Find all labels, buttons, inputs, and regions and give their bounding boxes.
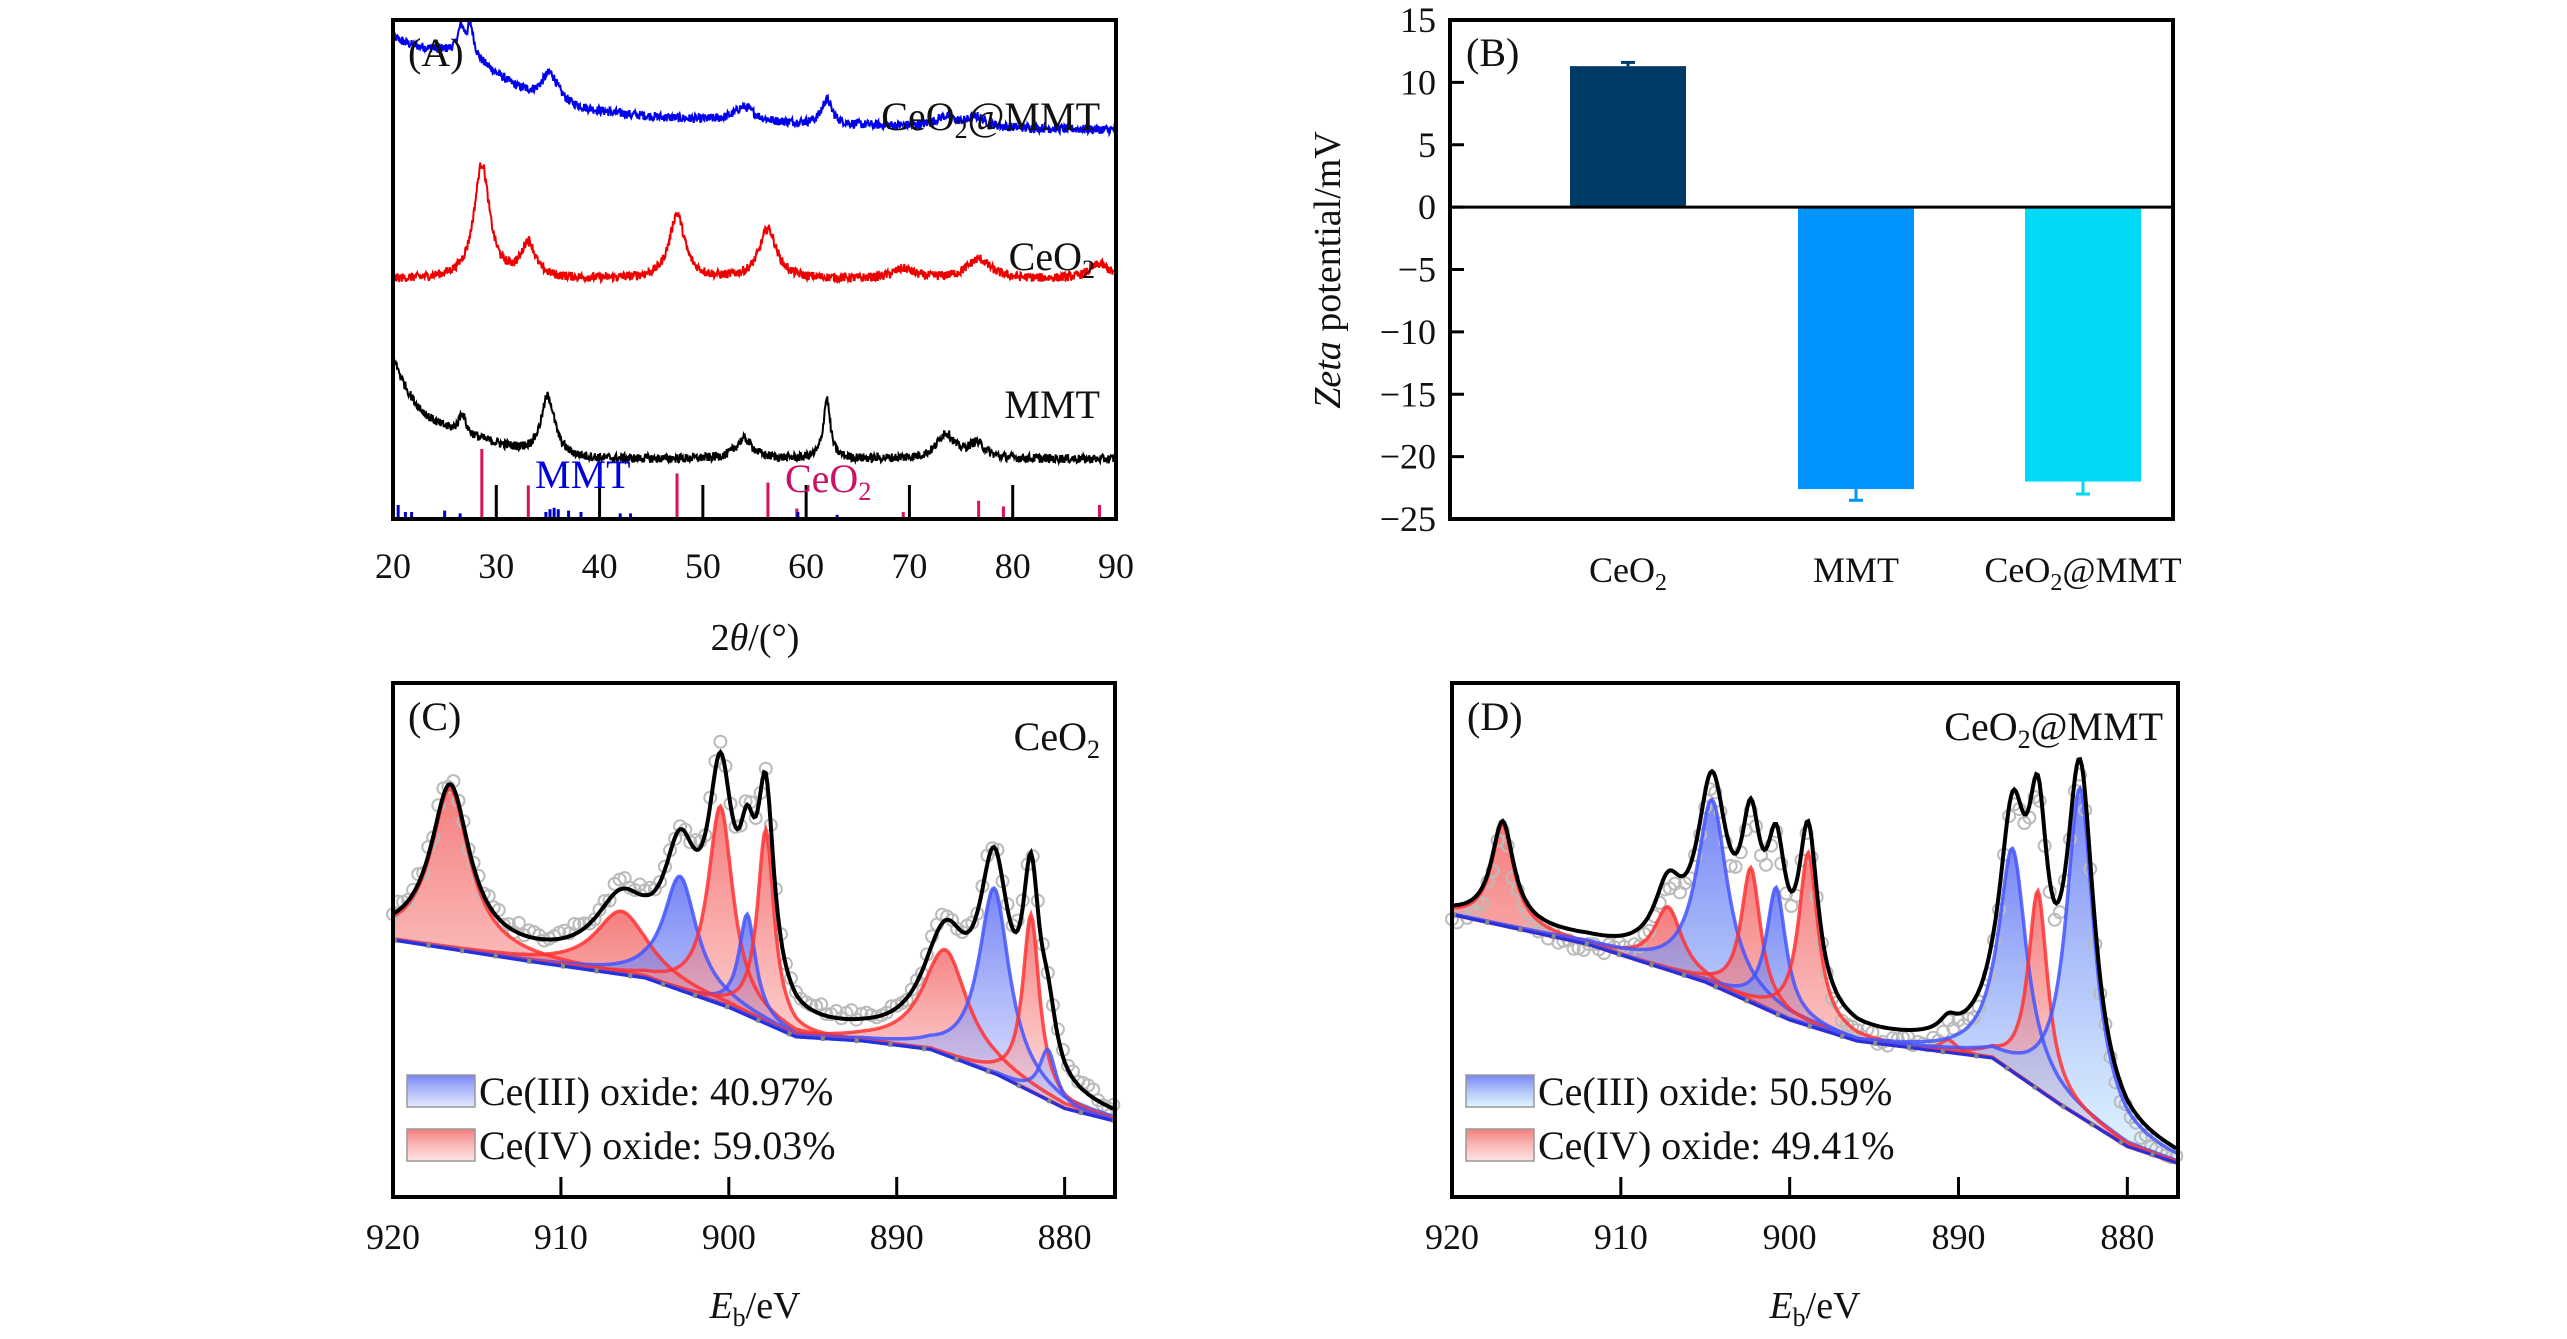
x-category-label: CeO2 [1589, 550, 1667, 596]
legend-swatch-ce3 [406, 1074, 476, 1108]
legend-label-ce3: Ce(III) oxide: 40.97% [479, 1069, 833, 1114]
trace-label-ceo2: CeO2 [1009, 234, 1095, 284]
panel-c-xps-ceo2: (C) CeO2 Ce(III) oxide: 40.97% Ce(IV) oxi… [366, 681, 1121, 1332]
x-tick-label: 30 [478, 546, 514, 586]
panel-c-x-ticks: 920 910 900 890 880 [366, 1177, 1092, 1257]
legend-swatch-ce3 [1465, 1074, 1535, 1108]
background-line [392, 938, 1114, 1123]
component-fill-ce4 [1452, 891, 2177, 1163]
panel-d-xps-ceo2-mmt: (D) CeO2@MMT Ce(III) oxide: 50.59% Ce(IV)… [1425, 681, 2184, 1332]
x-tick-label: 920 [1425, 1217, 1479, 1257]
y-tick-label: 10 [1400, 62, 1436, 102]
x-category-label: MMT [1813, 550, 1899, 590]
panel-d-x-ticks: 920 910 900 890 880 [1425, 1177, 2154, 1257]
x-tick-label: 890 [870, 1217, 924, 1257]
reference-label-ceo2: CeO2 [785, 456, 871, 506]
background-line [1451, 913, 2177, 1165]
raw-data-point [713, 734, 728, 749]
panel-d-plot-area [1445, 756, 2184, 1166]
panel-c-plot-area [386, 734, 1121, 1124]
bar-ceo2 [1570, 66, 1686, 208]
panel-b-x-labels: CeO2 MMT CeO2@MMT [1589, 550, 2182, 596]
panel-d-sample-label: CeO2@MMT [1944, 704, 2163, 754]
reference-label-mmt: MMT [535, 452, 631, 497]
y-tick-label: −25 [1380, 499, 1436, 539]
raw-data-point [567, 917, 582, 931]
panel-d-x-axis-title: Eb/eV [1768, 1285, 1861, 1332]
panel-b-label: (B) [1466, 30, 1519, 75]
x-tick-label: 60 [788, 546, 824, 586]
raw-data-point [602, 893, 617, 908]
component-fill-ce4 [393, 939, 1114, 1121]
panel-a-xrd: (A) 20 30 40 50 60 70 80 90 2θ/(°) CeO2@MMT CeO… [375, 18, 1134, 659]
y-tick-label: 5 [1418, 125, 1436, 165]
trace-label-ceo2-mmt: CeO2@MMT [881, 94, 1100, 144]
x-tick-label: 900 [1763, 1217, 1817, 1257]
panel-b-plot-area [1450, 60, 2173, 502]
legend-swatch-ce4 [406, 1128, 476, 1162]
panel-c-legend: Ce(III) oxide: 40.97% Ce(IV) oxide: 59.03… [406, 1069, 836, 1168]
component-fill-ce4 [393, 829, 1114, 1121]
x-tick-label: 900 [702, 1217, 756, 1257]
component-fill-ce4 [1452, 853, 2177, 1163]
x-tick-label: 890 [1932, 1217, 1986, 1257]
panel-a-plot-area [392, 18, 1117, 519]
raw-data-point [1708, 785, 1723, 800]
x-tick-label: 920 [366, 1217, 420, 1257]
x-tick-label: 50 [685, 546, 721, 586]
trace-label-mmt: MMT [1004, 382, 1100, 427]
raw-data-point [1475, 896, 1490, 911]
x-tick-label: 880 [2100, 1217, 2154, 1257]
raw-data-point [1759, 857, 1773, 872]
y-tick-label: −5 [1398, 250, 1436, 290]
y-tick-label: 15 [1400, 0, 1436, 40]
x-category-label: CeO2@MMT [1984, 550, 2181, 596]
y-tick-label: −15 [1380, 374, 1436, 414]
panel-a-label: (A) [408, 30, 464, 75]
fit-envelope [391, 748, 1115, 1111]
fit-envelope [1451, 756, 2178, 1151]
xrd-trace-ceo2-mmt [392, 18, 1116, 138]
panel-a-x-axis-title: 2θ/(°) [711, 617, 800, 659]
bar-mmt [1798, 207, 1914, 490]
legend-swatch-ce4 [1465, 1128, 1535, 1162]
y-tick-label: 0 [1418, 187, 1436, 227]
raw-data-point [1966, 1010, 1981, 1025]
panel-a-x-ticks: 20 30 40 50 60 70 80 90 [375, 485, 1134, 586]
panel-d-frame [1450, 681, 2180, 1199]
x-tick-label: 90 [1098, 546, 1134, 586]
panel-c-x-axis-title: Eb/eV [708, 1285, 801, 1332]
x-tick-label: 880 [1038, 1217, 1092, 1257]
legend-label-ce3: Ce(III) oxide: 50.59% [1538, 1069, 1892, 1114]
bar-ceo2-mmt [2025, 207, 2141, 482]
raw-data-point [1779, 886, 1794, 901]
x-tick-label: 40 [582, 546, 618, 586]
x-tick-label: 70 [891, 546, 927, 586]
panel-c-label: (C) [408, 694, 461, 739]
raw-data-point [1728, 859, 1743, 874]
raw-data-point [653, 874, 667, 889]
xrd-trace-mmt [392, 353, 1117, 467]
legend-label-ce4: Ce(IV) oxide: 49.41% [1538, 1123, 1895, 1168]
legend-label-ce4: Ce(IV) oxide: 59.03% [479, 1123, 836, 1168]
y-tick-label: −20 [1380, 437, 1436, 477]
y-tick-label: −10 [1380, 312, 1436, 352]
panel-a-frame [391, 18, 1118, 521]
panel-c-sample-label: CeO2 [1014, 714, 1100, 764]
panel-b-y-axis-title: Zeta potential/mV [1307, 131, 1349, 409]
x-tick-label: 910 [534, 1217, 588, 1257]
x-tick-label: 20 [375, 546, 411, 586]
panel-d-label: (D) [1467, 694, 1523, 739]
xrd-trace-ceo2 [392, 162, 1117, 285]
panel-d-legend: Ce(III) oxide: 50.59% Ce(IV) oxide: 49.41… [1465, 1069, 1895, 1168]
x-tick-label: 910 [1594, 1217, 1648, 1257]
panel-b-zeta: (B) 15 10 5 0 −5 −10 −15 −20 −25 CeO2 MMT CeO2@MMT… [1307, 0, 2182, 596]
raw-data-point [511, 916, 526, 930]
panel-b-y-ticks: 15 10 5 0 −5 −10 −15 −20 −25 [1380, 0, 1464, 539]
x-tick-label: 80 [995, 546, 1031, 586]
panel-c-frame [391, 681, 1117, 1199]
